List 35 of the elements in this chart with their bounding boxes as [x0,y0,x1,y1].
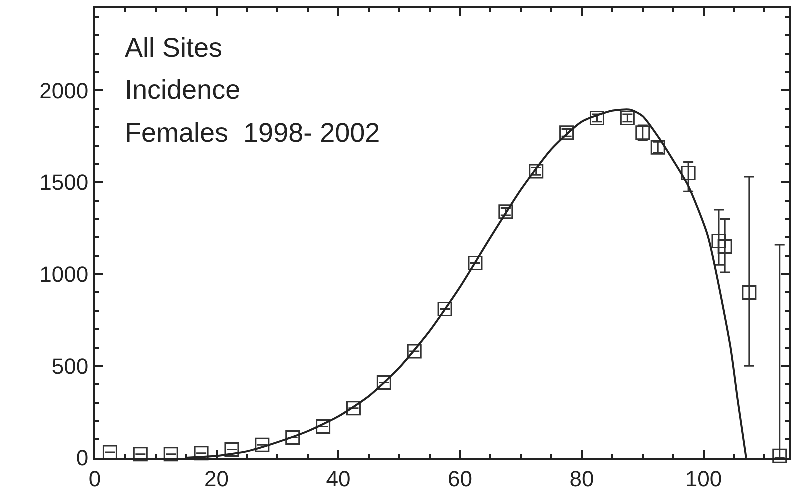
point [742,285,757,300]
point [346,401,361,416]
y-tick-label: 500 [52,354,89,379]
point [224,442,240,457]
point [316,420,331,434]
point [376,375,392,390]
point [286,430,300,446]
y-tick-label: 1000 [40,262,89,288]
annotation: Females 1998- 2002 [125,118,380,148]
x-tick-label: 40 [326,466,351,492]
point [407,344,422,359]
y-tick-label: 2000 [40,78,89,104]
point [529,164,544,179]
x-tick-label: 60 [448,466,472,492]
x-tick-label: 100 [685,466,722,492]
y-tick-label: 0 [76,446,89,471]
point [560,126,574,140]
point [438,302,452,316]
point [772,448,788,464]
point [468,256,483,271]
point [590,110,604,126]
point [681,166,696,181]
x-tick-label: 20 [204,466,229,492]
point [498,204,514,220]
x-tick-label: 80 [570,466,594,492]
annotation: Incidence [125,75,241,105]
annotation: All Sites [125,33,223,63]
point [164,447,178,462]
point [133,447,148,462]
point [620,110,635,126]
point [718,240,732,254]
y-tick-label: 1500 [40,170,89,196]
point [712,234,726,249]
point [194,446,209,461]
point [255,438,270,452]
